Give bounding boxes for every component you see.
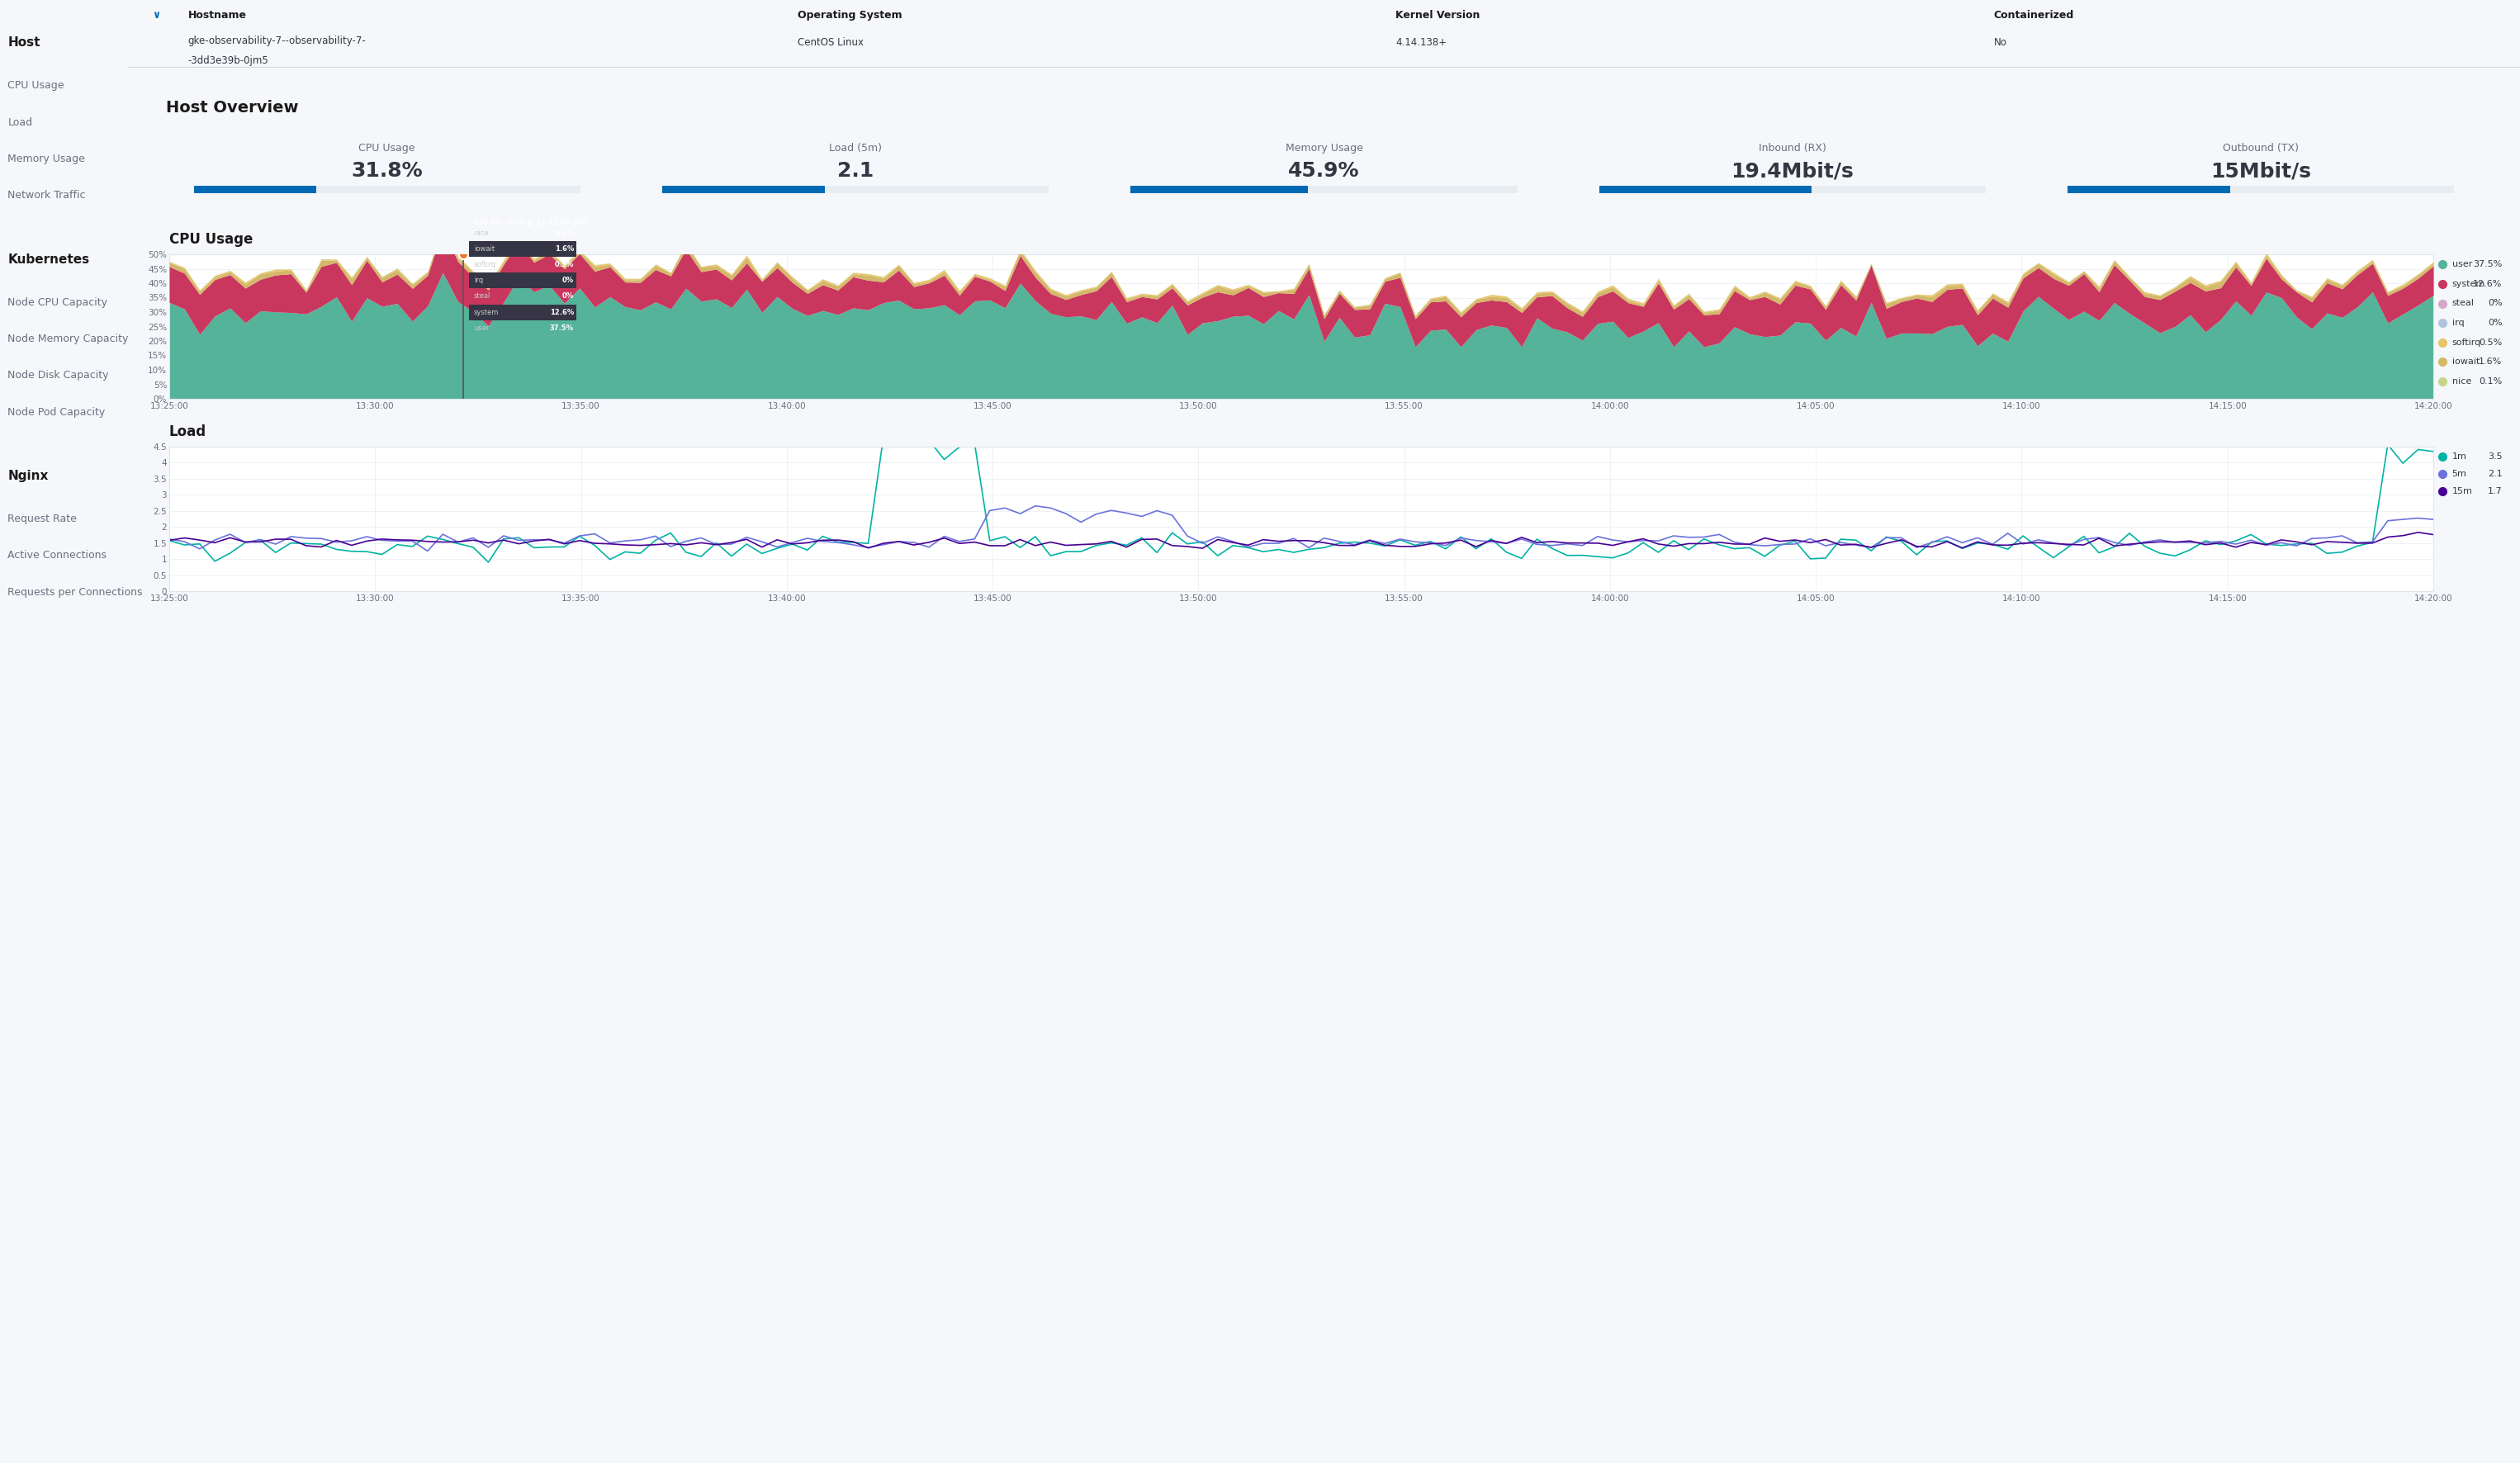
Text: 15m: 15m bbox=[2452, 487, 2472, 496]
Text: nice: nice bbox=[2452, 377, 2472, 386]
Text: 37.5%: 37.5% bbox=[549, 325, 575, 332]
Text: Network Traffic: Network Traffic bbox=[8, 190, 86, 200]
Text: 19.4Mbit/s: 19.4Mbit/s bbox=[1731, 161, 1855, 181]
Text: steal: steal bbox=[2452, 300, 2475, 307]
Bar bbox=[663, 186, 1048, 193]
Text: user: user bbox=[474, 325, 489, 332]
Text: irq: irq bbox=[2452, 319, 2465, 328]
Text: system: system bbox=[474, 309, 499, 316]
Text: softirq: softirq bbox=[2452, 338, 2482, 347]
Text: 2.1: 2.1 bbox=[837, 161, 874, 181]
Text: 12.6%: 12.6% bbox=[549, 309, 575, 316]
Text: 0%: 0% bbox=[2487, 319, 2502, 328]
Text: ∨: ∨ bbox=[151, 10, 161, 20]
Text: Containerized: Containerized bbox=[1993, 10, 2074, 20]
Text: gke-observability-7--observability-7-: gke-observability-7--observability-7- bbox=[189, 35, 365, 45]
Text: softirq: softirq bbox=[474, 260, 496, 268]
Text: iowait: iowait bbox=[474, 244, 494, 253]
Text: 1m: 1m bbox=[2452, 452, 2467, 461]
Bar bbox=[469, 304, 577, 320]
Text: 37.5%: 37.5% bbox=[2472, 260, 2502, 269]
Bar bbox=[1131, 186, 1308, 193]
Text: 5m: 5m bbox=[2452, 470, 2467, 478]
Text: Node Pod Capacity: Node Pod Capacity bbox=[8, 407, 106, 417]
Text: 31.8%: 31.8% bbox=[350, 161, 423, 181]
Text: 4.14.138+: 4.14.138+ bbox=[1396, 37, 1446, 48]
Text: Host: Host bbox=[8, 37, 40, 48]
Text: Load: Load bbox=[169, 424, 207, 439]
Text: 45.9%: 45.9% bbox=[1288, 161, 1361, 181]
Text: No: No bbox=[1993, 37, 2006, 48]
Text: Operating System: Operating System bbox=[799, 10, 902, 20]
Text: 0%: 0% bbox=[562, 293, 575, 300]
Text: Inbound (RX): Inbound (RX) bbox=[1759, 142, 1827, 154]
Text: Load: Load bbox=[8, 117, 33, 127]
Text: irq: irq bbox=[474, 277, 484, 284]
Text: 0.1%: 0.1% bbox=[554, 230, 575, 237]
Text: system: system bbox=[2452, 279, 2485, 288]
Text: user: user bbox=[2452, 260, 2472, 269]
Text: steal: steal bbox=[474, 293, 491, 300]
Text: 12.6%: 12.6% bbox=[2472, 279, 2502, 288]
Text: iowait: iowait bbox=[2452, 358, 2480, 366]
Text: Kubernetes: Kubernetes bbox=[8, 253, 91, 265]
Bar bbox=[2069, 186, 2454, 193]
Text: Active Connections: Active Connections bbox=[8, 550, 106, 560]
Text: 0.1%: 0.1% bbox=[2480, 377, 2502, 386]
Text: Memory Usage: Memory Usage bbox=[1285, 142, 1363, 154]
Text: Feb 10, 2020 @ 13:37:00.000: Feb 10, 2020 @ 13:37:00.000 bbox=[474, 218, 587, 225]
Text: Outbound (TX): Outbound (TX) bbox=[2223, 142, 2298, 154]
Text: Node Memory Capacity: Node Memory Capacity bbox=[8, 334, 129, 344]
Text: Nginx: Nginx bbox=[8, 470, 48, 481]
Text: Load (5m): Load (5m) bbox=[829, 142, 882, 154]
Text: Request Rate: Request Rate bbox=[8, 514, 78, 524]
Bar bbox=[1131, 186, 1517, 193]
Text: 0.5%: 0.5% bbox=[554, 260, 575, 268]
Text: Host Overview: Host Overview bbox=[166, 99, 297, 116]
Bar bbox=[194, 186, 580, 193]
Text: Requests per Connections: Requests per Connections bbox=[8, 587, 144, 597]
Text: CPU Usage: CPU Usage bbox=[358, 142, 416, 154]
Text: Hostname: Hostname bbox=[189, 10, 247, 20]
Bar bbox=[469, 241, 577, 256]
Text: Node Disk Capacity: Node Disk Capacity bbox=[8, 370, 108, 380]
Text: Kernel Version: Kernel Version bbox=[1396, 10, 1479, 20]
Text: Node CPU Capacity: Node CPU Capacity bbox=[8, 297, 108, 307]
Text: 1.6%: 1.6% bbox=[2480, 358, 2502, 366]
Text: CPU Usage: CPU Usage bbox=[8, 80, 63, 91]
Text: 0%: 0% bbox=[562, 277, 575, 284]
Bar bbox=[469, 272, 577, 288]
Text: 1.7: 1.7 bbox=[2487, 487, 2502, 496]
Text: nice: nice bbox=[474, 230, 489, 237]
Bar bbox=[1600, 186, 1812, 193]
Text: 1.6%: 1.6% bbox=[554, 244, 575, 253]
Text: 3.5: 3.5 bbox=[2487, 452, 2502, 461]
Text: Memory Usage: Memory Usage bbox=[8, 154, 86, 164]
Text: -3dd3e39b-0jm5: -3dd3e39b-0jm5 bbox=[189, 56, 270, 66]
Bar bbox=[2069, 186, 2230, 193]
Bar bbox=[194, 186, 318, 193]
Text: 15Mbit/s: 15Mbit/s bbox=[2210, 161, 2311, 181]
Text: CPU Usage: CPU Usage bbox=[169, 233, 252, 247]
Bar bbox=[663, 186, 824, 193]
Text: CentOS Linux: CentOS Linux bbox=[799, 37, 864, 48]
Bar bbox=[1600, 186, 1986, 193]
Text: 0%: 0% bbox=[2487, 300, 2502, 307]
Text: 2.1: 2.1 bbox=[2487, 470, 2502, 478]
Text: 0.5%: 0.5% bbox=[2480, 338, 2502, 347]
